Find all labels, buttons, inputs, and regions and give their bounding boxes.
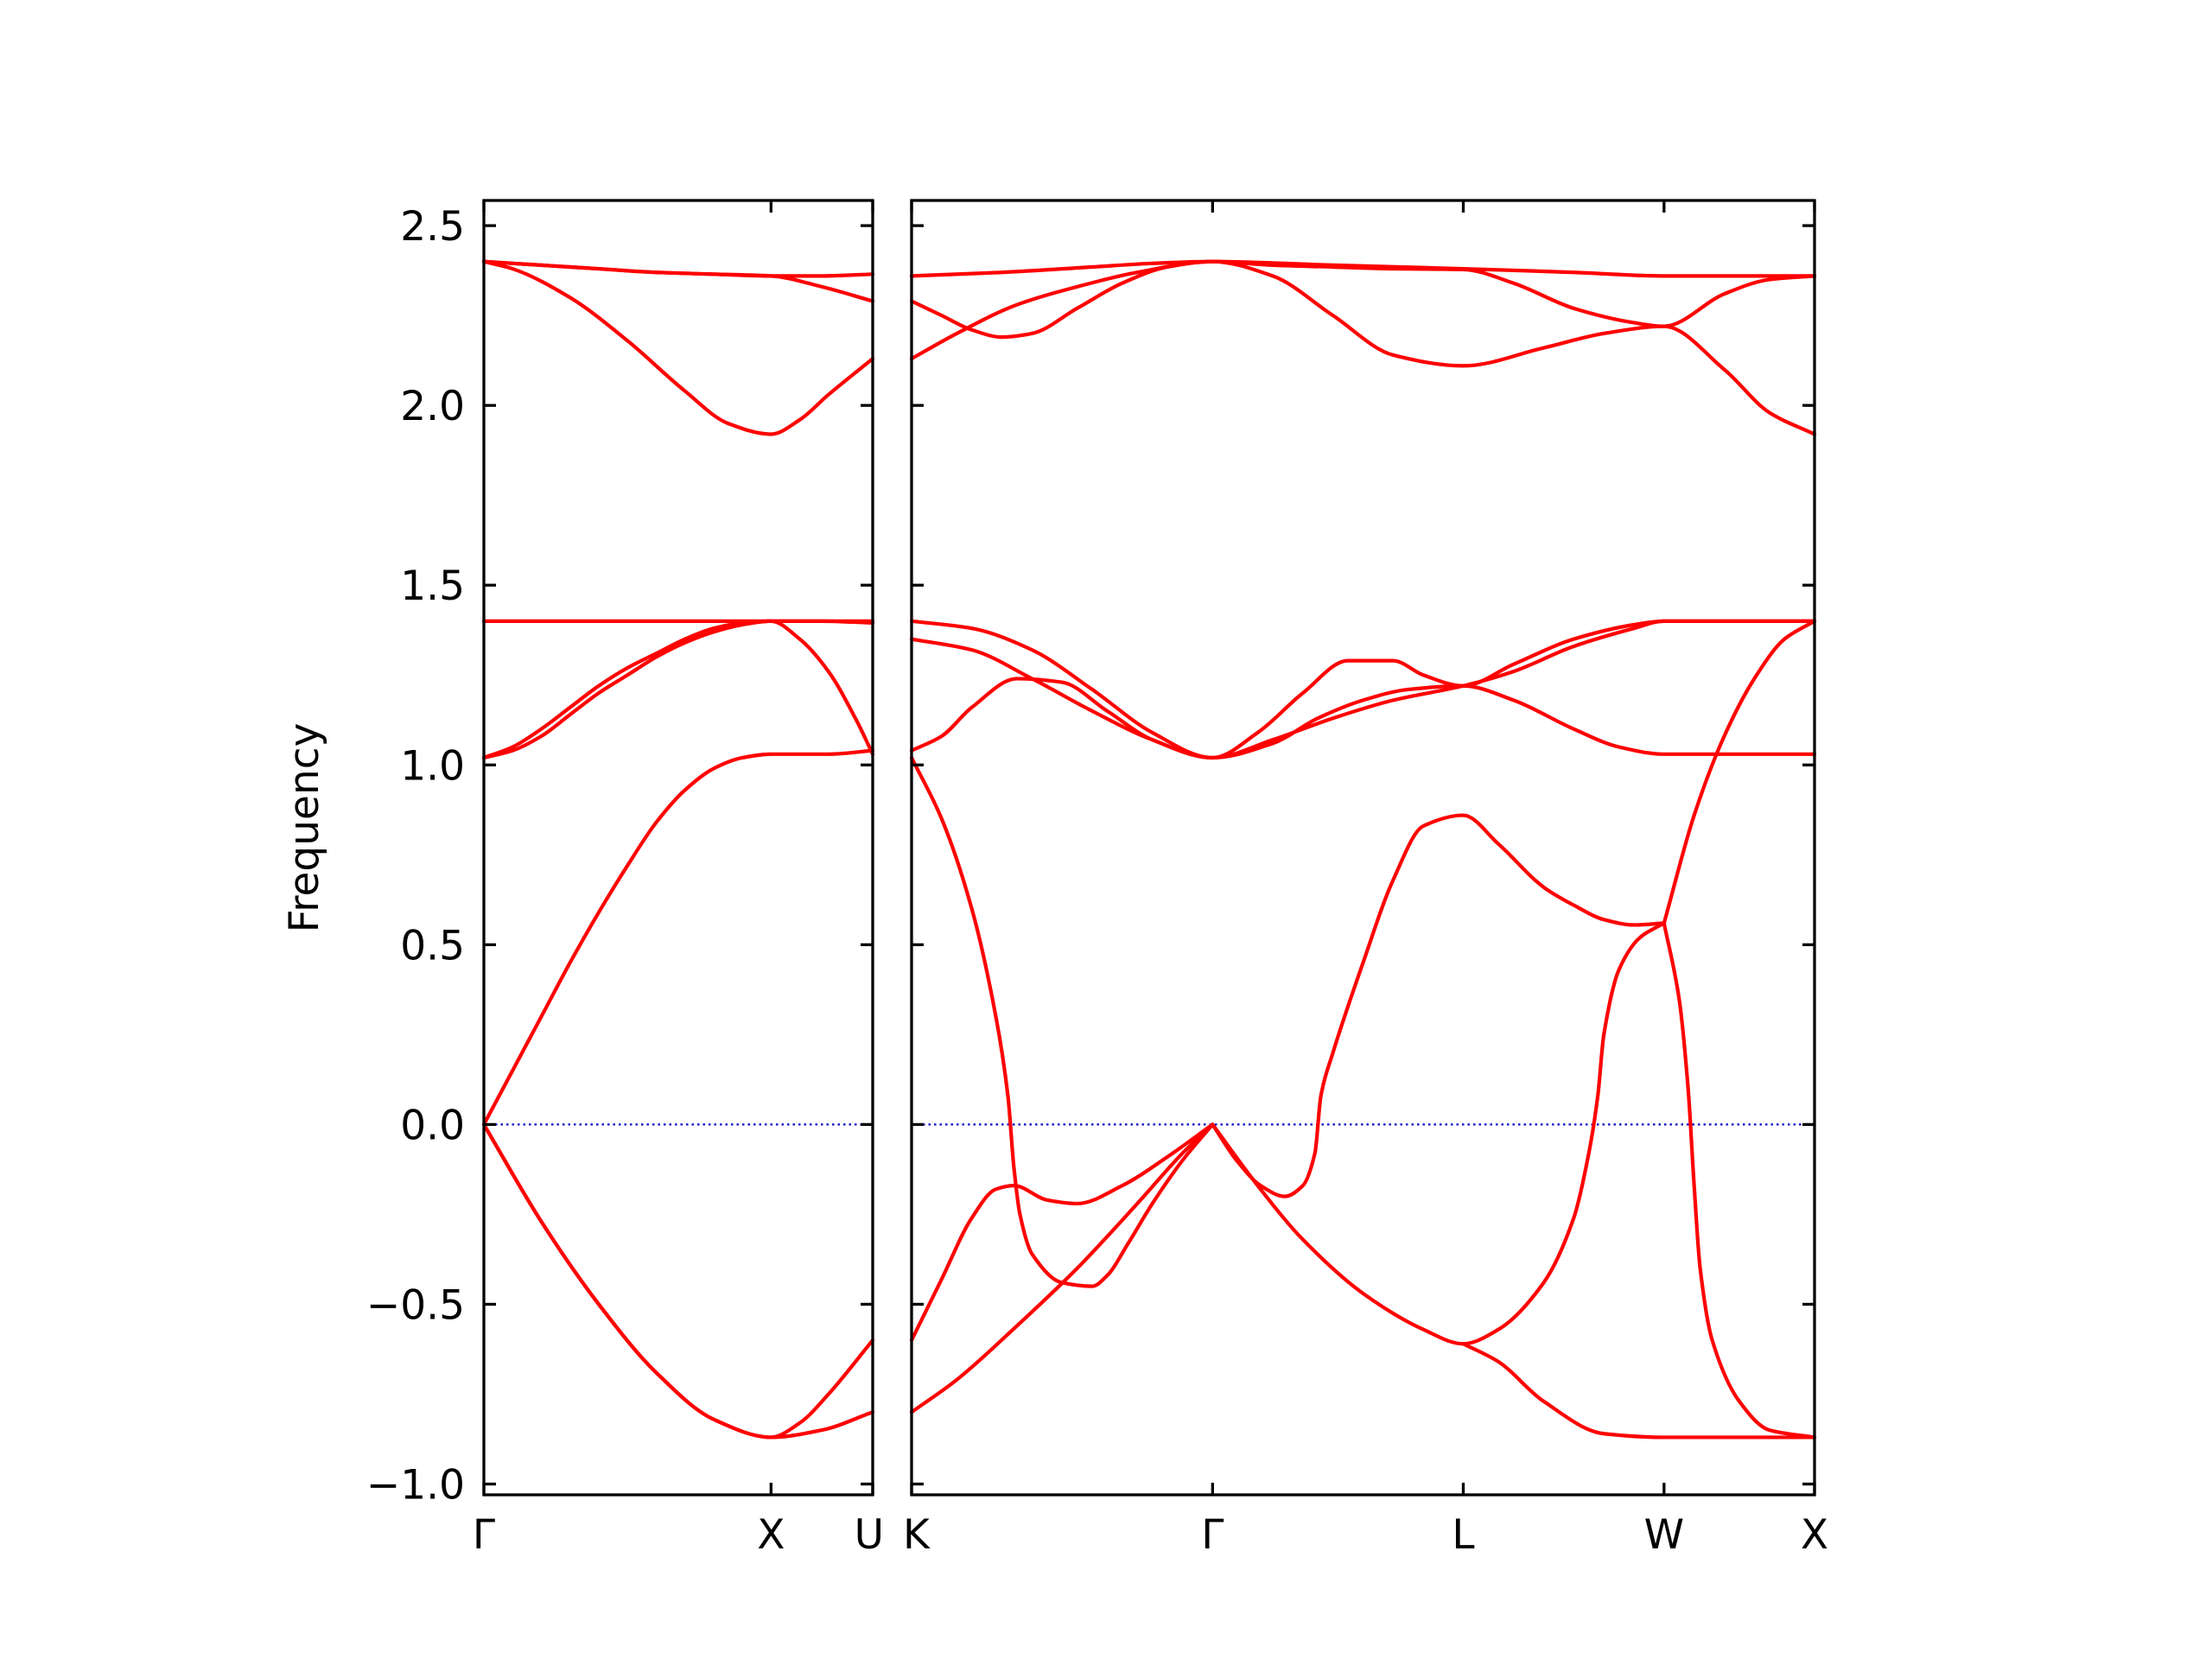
y-tick-label: 0.5 [400,922,465,969]
band-line-6 [481,259,875,436]
band-line-3 [481,748,875,1127]
band-line-10 [909,619,1817,760]
axes-frame [910,199,1816,1497]
panel-1: −1.0 −0.5 0.0 0.5 1.0 1.5 2.0 2.5 Γ X U [366,199,884,1559]
band-line-6 [1461,1342,1817,1440]
x-tick-label: K [903,1511,931,1559]
band-line-4 [1211,813,1666,1198]
y-tick-label: 1.5 [400,563,465,610]
band-line-9 [909,677,1817,760]
x-tick-label: X [757,1511,785,1559]
band-line-8 [481,259,875,303]
y-tick-label: −0.5 [366,1281,465,1329]
band-line-11 [909,619,1817,760]
band-line-1 [909,1122,1215,1414]
band-line-13 [909,259,1817,340]
band-line-3 [909,755,1215,1288]
plot-panels: −1.0 −0.5 0.0 0.5 1.0 1.5 2.0 2.5 Γ X U K Γ L W X [366,199,1828,1559]
y-tick-label: 0.0 [400,1102,465,1149]
x-tick-label: Γ [473,1511,495,1559]
x-tick-label: Γ [1201,1511,1224,1559]
x-tick-label: W [1644,1511,1684,1559]
axes-frame [482,199,874,1497]
y-tick-label: 2.0 [400,383,465,430]
band-line-14 [909,259,1817,278]
x-tick-label: X [1801,1511,1828,1559]
band-line-2 [909,1122,1215,1343]
band-line-12 [909,259,1817,436]
band-line-2 [481,1122,875,1440]
y-tick-label: 2.5 [400,203,465,251]
band-line-5 [481,619,875,760]
y-tick-label: 1.0 [400,742,465,790]
band-line-7 [1662,921,1817,1440]
x-tick-label: U [855,1511,884,1559]
x-tick-label: L [1452,1511,1474,1559]
band-line-5 [1211,921,1666,1346]
band-line-1 [481,1122,875,1440]
band-line-8 [1662,619,1817,925]
y-axis-label: Frequency [281,723,328,933]
y-tick-label: −1.0 [366,1462,465,1510]
